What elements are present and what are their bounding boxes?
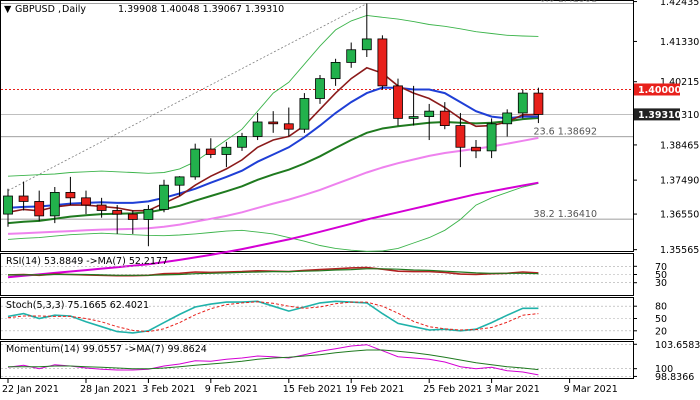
- time-tick-label: 9 Feb 2021: [205, 384, 258, 395]
- blue-ma-line: [7, 86, 539, 209]
- bear-candle: [393, 85, 403, 119]
- bear-candle: [205, 148, 216, 155]
- bull-candle: [252, 121, 263, 137]
- bull-candle: [330, 61, 341, 80]
- bull-candle: [221, 146, 232, 155]
- osc-tick-label: 103.6583: [655, 340, 700, 351]
- time-tick-label: 15 Feb 2021: [283, 384, 342, 395]
- bull-candle: [3, 195, 13, 215]
- bull-candle: [315, 78, 325, 99]
- osc-tick-label: 100: [655, 364, 673, 375]
- bull-candle: [408, 116, 419, 119]
- price-tick-label: 1.40215: [660, 77, 699, 88]
- time-tick-label: 9 Mar 2021: [564, 384, 618, 395]
- bull-candle: [299, 98, 310, 130]
- bull-candle: [159, 184, 169, 210]
- bear-candle: [127, 213, 138, 220]
- bear-candle: [112, 210, 123, 215]
- ohlc-readout: 1.39908 1.40048 1.39067 1.39310: [118, 4, 284, 15]
- bull-candle: [237, 136, 247, 148]
- red-level-tag: [634, 83, 680, 96]
- symbol-separator: ,: [58, 4, 61, 15]
- osc-series-line: [7, 344, 539, 376]
- bear-candle: [455, 125, 466, 148]
- bear-candle: [268, 121, 279, 125]
- bear-candle: [96, 204, 107, 211]
- momentum-plot: [1, 343, 633, 377]
- bull-candle: [143, 208, 154, 220]
- bear-candle: [18, 195, 29, 202]
- bear-candle: [81, 197, 91, 206]
- osc-tick-label: 70: [655, 262, 667, 273]
- time-tick-label: 22 Jan 2021: [2, 384, 59, 395]
- rsi-title: RSI(14) 53.8849 ->MA(7) 52.2177: [6, 256, 168, 267]
- bull-candle: [346, 49, 357, 63]
- price-tick-label: 1.38465: [660, 140, 699, 151]
- green-ma-line: [7, 117, 539, 225]
- bear-candle: [471, 146, 481, 152]
- price-tick-label: 1.36550: [660, 210, 699, 221]
- time-tick-label: 28 Jan 2021: [80, 384, 137, 395]
- osc-tick-label: 50: [655, 270, 667, 281]
- time-tick-label: 25 Feb 2021: [423, 384, 482, 395]
- osc-series-line: [8, 349, 539, 371]
- bull-candle: [190, 148, 201, 178]
- bear-candle: [34, 201, 45, 217]
- price-tick-label: 1.42435: [660, 0, 699, 8]
- bollinger-lower-line: [7, 182, 539, 252]
- symbol-label: GBPUSD: [15, 4, 55, 15]
- bull-candle: [49, 192, 60, 217]
- time-tick-label: 3 Feb 2021: [142, 384, 195, 395]
- bull-candle: [486, 123, 497, 152]
- osc-series-line: [7, 301, 539, 333]
- momentum-title: Momentum(14) 99.0557 ->MA(7) 99.8624: [6, 344, 207, 355]
- bear-candle: [65, 192, 76, 199]
- osc-tick-label: 50: [655, 314, 667, 325]
- osc-series-line: [7, 300, 539, 334]
- bear-candle: [533, 92, 544, 115]
- osc-tick-label: 30: [655, 278, 667, 289]
- osc-tick-label: 80: [655, 302, 667, 313]
- magenta-ma-line: [7, 181, 539, 279]
- pink-ma-line: [7, 136, 539, 235]
- osc-tick-label: 20: [655, 326, 667, 337]
- collapse-arrow-icon[interactable]: ▼: [4, 4, 12, 15]
- trendline: [7, 3, 367, 191]
- osc-tick-label: 98.8366: [655, 372, 694, 383]
- bull-candle: [361, 38, 372, 51]
- fib-level-label: 38.2 1.36410: [534, 209, 597, 220]
- timeframe-label: Daily: [62, 4, 86, 15]
- momentum-panel: [0, 341, 634, 379]
- time-tick-label: 3 Mar 2021: [486, 384, 540, 395]
- bull-candle: [424, 110, 435, 117]
- bull-candle: [517, 92, 528, 114]
- stoch-title: Stoch(5,3,3) 75.1665 62.4021: [6, 300, 149, 311]
- last-price-tag-label: 1.39310: [638, 110, 682, 121]
- last-price-tag: [634, 108, 680, 121]
- bollinger-upper-line: [7, 14, 539, 177]
- brown-ma-line: [7, 66, 539, 214]
- rsi-plot: [1, 265, 633, 284]
- bear-candle: [377, 38, 388, 87]
- osc-series-line: [8, 268, 539, 276]
- bear-candle: [283, 123, 294, 130]
- time-tick-label: 19 Feb 2021: [345, 384, 404, 395]
- bull-candle: [174, 176, 185, 186]
- fib-level-label: 23.6 1.38692: [534, 127, 597, 138]
- stoch-plot: [1, 300, 633, 334]
- bear-candle: [439, 110, 450, 126]
- price-tick-label: 1.37490: [660, 176, 699, 187]
- price-plot: 0.0 1.42381 23.6 1.38692 38.2 1.36410: [1, 0, 633, 279]
- price-tick-label: 1.41330: [660, 37, 699, 48]
- bull-candle: [502, 112, 513, 125]
- fib-level-label: 0.0 1.42381: [540, 0, 597, 4]
- price-tick-label: 1.35565: [660, 245, 699, 256]
- red-level-tag-label: 1.40000: [638, 85, 682, 96]
